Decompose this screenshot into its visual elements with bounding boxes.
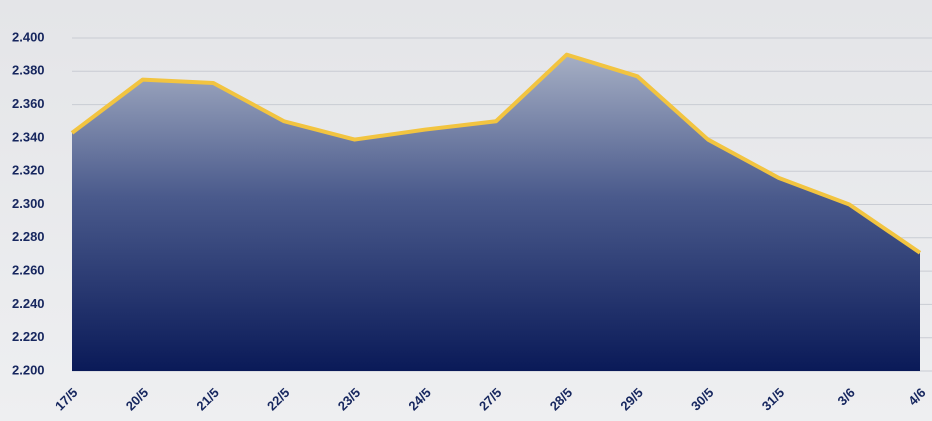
area xyxy=(72,54,920,372)
y-tick-label: 2.400 xyxy=(12,29,45,44)
y-tick-label: 2.340 xyxy=(12,129,45,144)
y-tick-label: 2.360 xyxy=(12,96,45,111)
y-tick-label: 2.380 xyxy=(12,63,45,78)
y-tick-label: 2.220 xyxy=(12,329,45,344)
y-tick-label: 2.240 xyxy=(12,296,45,311)
y-tick-label: 2.280 xyxy=(12,229,45,244)
y-tick-label: 2.300 xyxy=(12,196,45,211)
y-tick-label: 2.320 xyxy=(12,163,45,178)
y-tick-label: 2.200 xyxy=(12,362,45,377)
line xyxy=(70,52,922,255)
y-tick-label: 2.260 xyxy=(12,263,45,278)
